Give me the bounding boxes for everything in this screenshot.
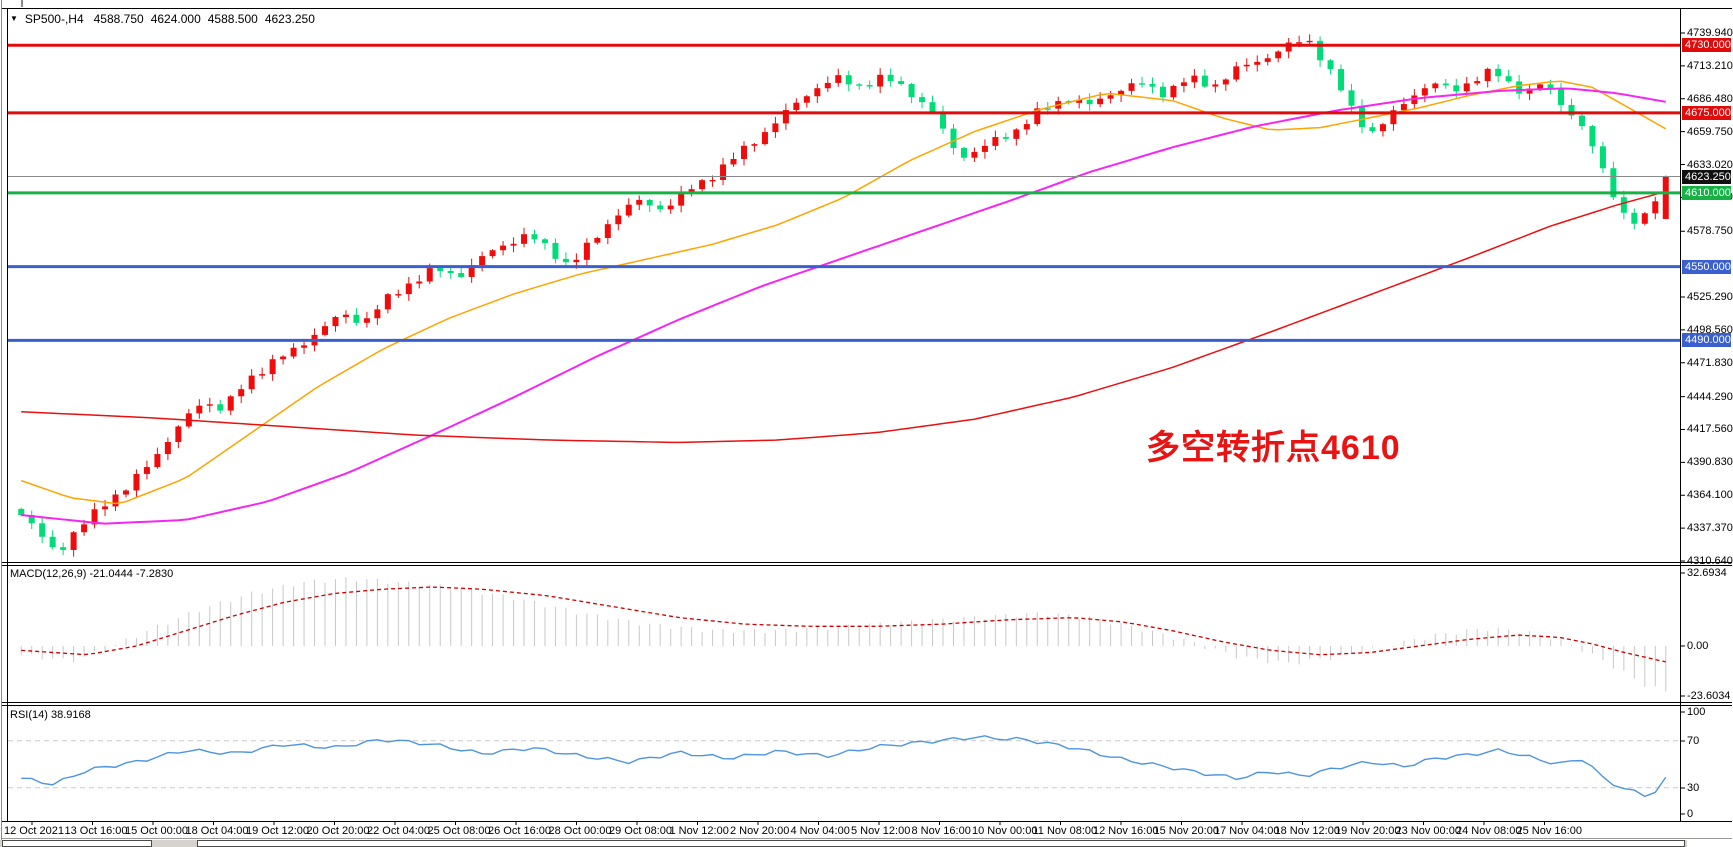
- rsi-axis-label: 70: [1687, 735, 1700, 747]
- symbol-dropdown-icon[interactable]: ▼: [10, 14, 18, 23]
- quote-high: 4624.000: [150, 12, 201, 26]
- macd-axis-label: -23.6034: [1687, 690, 1731, 702]
- price-level-badge: 4610.000: [1682, 185, 1731, 200]
- quote-low: 4588.500: [207, 12, 258, 26]
- price-axis-label: 4525.290: [1687, 291, 1733, 303]
- background-window-edge[interactable]: [197, 840, 1685, 847]
- price-axis-label: 4739.940: [1687, 27, 1733, 39]
- time-axis-label: 25 Oct 08:00: [427, 825, 491, 837]
- macd-axis-label: 32.6934: [1687, 567, 1727, 579]
- time-axis-label: 19 Oct 12:00: [246, 825, 309, 837]
- price-level-badge: 4550.000: [1682, 259, 1731, 274]
- price-axis-label: 4471.830: [1687, 356, 1733, 369]
- time-axis-label: 23 Nov 00:00: [1395, 825, 1461, 837]
- rsi-axis-label: 100: [1687, 706, 1706, 718]
- price-axis-label: 4444.290: [1687, 390, 1733, 403]
- time-axis-label: 26 Oct 16:00: [488, 825, 551, 837]
- time-axis-label: 12 Oct 2021: [4, 825, 64, 837]
- bottom-window-strip: [0, 840, 1687, 847]
- rsi-axis-label: 30: [1687, 782, 1700, 794]
- time-axis-label: 5 Nov 12:00: [851, 825, 911, 837]
- rsi-indicator-label: RSI(14) 38.9168: [10, 709, 91, 721]
- quote-open: 4588.750: [93, 12, 144, 26]
- macd-axis-label: 0.00: [1687, 640, 1709, 652]
- time-axis-label: 1 Nov 12:00: [669, 825, 729, 837]
- time-axis-label: 15 Oct 00:00: [125, 825, 188, 837]
- price-axis-label: 4686.480: [1687, 92, 1733, 105]
- price-axis-label: 4633.020: [1687, 158, 1733, 171]
- time-axis-label: 13 Oct 16:00: [64, 825, 128, 837]
- time-axis-label: 8 Nov 16:00: [911, 825, 971, 837]
- price-axis-label: 4713.210: [1687, 59, 1733, 72]
- time-axis-label: 22 Oct 04:00: [367, 825, 430, 837]
- time-axis-label: 12 Nov 16:00: [1093, 825, 1159, 837]
- time-axis-label: 17 Nov 04:00: [1214, 825, 1280, 837]
- time-axis-label: 25 Nov 16:00: [1516, 825, 1582, 837]
- time-axis-label: 10 Nov 00:00: [972, 825, 1038, 837]
- time-axis-label: 15 Nov 20:00: [1153, 825, 1219, 837]
- background-window-edge[interactable]: [2, 840, 152, 847]
- price-level-badge: 4675.000: [1682, 105, 1731, 120]
- chinese-annotation-text: 多空转折点4610: [1146, 429, 1401, 467]
- time-axis-label: 2 Nov 20:00: [730, 825, 790, 837]
- chart-symbol-title: ▼ SP500-,H4 4588.750 4624.000 4588.500 4623.2…: [10, 12, 322, 26]
- quote-close: 4623.250: [264, 12, 315, 26]
- price-axis-label: 4364.100: [1687, 489, 1733, 502]
- time-axis-label: 11 Nov 08:00: [1032, 825, 1098, 837]
- price-level-badge: 4623.250: [1682, 169, 1731, 184]
- time-axis-label: 18 Nov 12:00: [1274, 825, 1340, 837]
- symbol-period-label: SP500-,H4: [24, 12, 84, 26]
- time-axis-label: 24 Nov 08:00: [1456, 825, 1522, 837]
- price-axis-label: 4498.560: [1687, 323, 1733, 336]
- time-axis-label: 29 Oct 08:00: [609, 825, 672, 837]
- price-axis-label: 4578.750: [1687, 225, 1733, 238]
- price-axis-label: 4390.830: [1687, 456, 1733, 469]
- price-axis-label: 4337.370: [1687, 522, 1733, 535]
- price-level-badge: 4490.000: [1682, 333, 1731, 348]
- price-axis-label: 4659.750: [1687, 125, 1733, 138]
- time-axis-label: 19 Nov 20:00: [1335, 825, 1401, 837]
- time-axis-label: 28 Oct 00:00: [548, 825, 612, 837]
- price-axis-label: 4417.560: [1687, 423, 1733, 436]
- price-axis-label: 4310.640: [1687, 555, 1733, 567]
- window-frame-nub: [21, 0, 23, 7]
- time-axis-label: 4 Nov 04:00: [790, 825, 850, 837]
- macd-indicator-label: MACD(12,26,9) -21.0444 -7.2830: [10, 568, 174, 580]
- time-axis-label: 20 Oct 20:00: [306, 825, 370, 837]
- time-axis-label: 18 Oct 04:00: [185, 825, 249, 837]
- price-level-badge: 4730.000: [1682, 38, 1731, 53]
- rsi-axis-label: 0: [1687, 808, 1694, 820]
